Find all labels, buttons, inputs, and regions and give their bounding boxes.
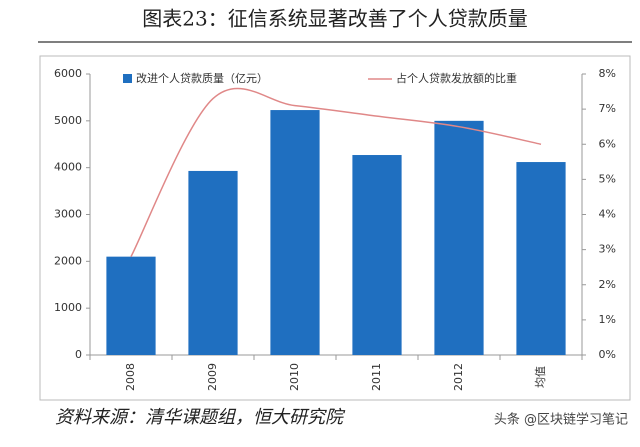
y-tick-label: 3000 [54,208,82,221]
y2-tick-label: 5% [599,172,616,185]
x-tick-label: 2012 [452,363,465,391]
bar [270,110,320,355]
bar [516,162,566,355]
x-tick-label: 2011 [370,363,383,391]
y2-tick-label: 7% [599,102,616,115]
y-tick-label: 4000 [54,161,82,174]
x-tick-label: 2010 [288,363,301,391]
legend-label: 占个人贷款发放额的比重 [396,71,517,85]
x-tick-label: 2008 [124,363,137,391]
y2-tick-label: 0% [599,348,616,361]
y-tick-label: 1000 [54,301,82,314]
line [130,87,542,257]
bar [434,120,484,355]
y2-tick-label: 4% [599,208,616,221]
y2-tick-label: 2% [599,278,616,291]
y2-tick-label: 1% [599,313,616,326]
x-tick-label: 2009 [206,363,219,391]
y-tick-label: 5000 [54,114,82,127]
bar [188,170,238,355]
chart-frame [39,55,631,401]
bar [106,256,156,355]
source-note: 资料来源：清华课题组，恒大研究院 [55,407,346,428]
watermark: 头条 @区块链学习笔记 [494,412,628,428]
bar [352,155,402,355]
legend-swatch [123,74,132,83]
y2-tick-label: 6% [599,137,616,150]
chart-title: 图表23：征信系统显著改善了个人贷款质量 [142,7,527,31]
legend-label: 改进个人贷款质量（亿元） [136,71,268,85]
y-tick-label: 2000 [54,254,82,267]
y2-tick-label: 3% [599,243,616,256]
x-tick-label: 均值 [534,366,547,388]
y2-tick-label: 8% [599,67,616,80]
y-tick-label: 0 [75,348,82,361]
y-tick-label: 6000 [54,67,82,80]
